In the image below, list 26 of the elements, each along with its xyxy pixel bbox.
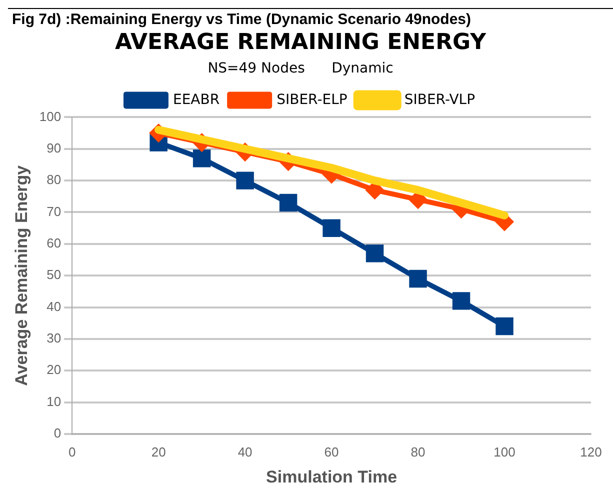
x-tick-label: 40 (238, 444, 252, 460)
y-tick-label: 70 (46, 204, 62, 219)
legend-label: SIBER-ELP (276, 92, 348, 108)
caption: Fig 7d) :Remaining Energy vs Time (Dynamic Scenario 49nodes) (8, 8, 613, 30)
chart-title: AVERAGE REMAINING ENERGY (114, 30, 488, 55)
y-tick-label: 100 (39, 108, 62, 124)
x-tick-label: 0 (68, 444, 76, 460)
chart-subtitle: NS=49 Nodes Dynamic (208, 60, 394, 76)
y-tick-label: 90 (46, 140, 62, 156)
y-tick-label: 0 (54, 426, 62, 441)
x-tick-label: 20 (151, 444, 166, 460)
x-tick-label: 100 (494, 444, 516, 460)
x-tick-label: 80 (410, 444, 426, 460)
y-tick-label: 40 (46, 298, 62, 314)
y-tick-label: 50 (46, 267, 62, 282)
x-axis-title: Simulation Time (266, 467, 398, 486)
y-tick-label: 80 (46, 172, 62, 188)
legend-label: SIBER-VLP (404, 92, 476, 108)
x-tick-label: 120 (580, 444, 602, 460)
y-axis-title: Average Remaining Energy (12, 164, 31, 386)
x-tick-label: 60 (324, 444, 339, 460)
y-tick-label: 10 (46, 394, 62, 409)
y-tick-label: 30 (46, 330, 62, 346)
legend-label: EEABR (172, 92, 220, 108)
y-tick-label: 60 (46, 236, 62, 250)
y-tick-label: 20 (46, 362, 62, 378)
